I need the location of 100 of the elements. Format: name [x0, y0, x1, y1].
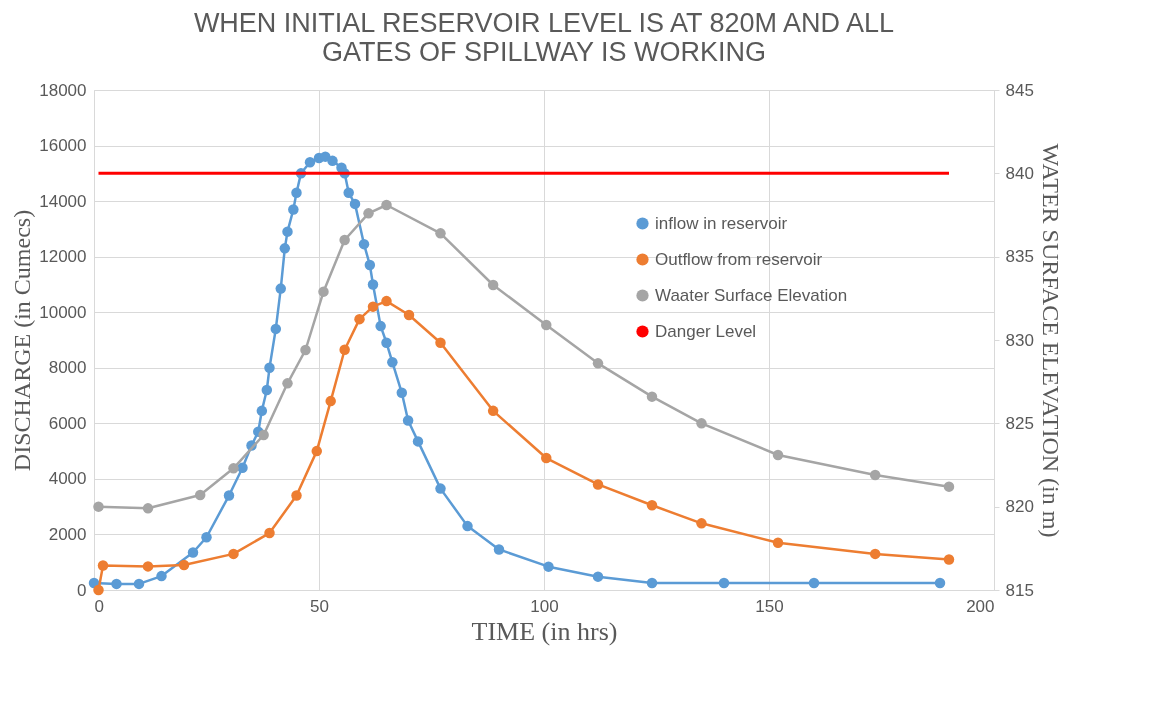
- point: [646, 391, 658, 402]
- y-tick-label: 10000: [39, 302, 87, 322]
- point: [487, 405, 499, 417]
- point: [934, 577, 946, 589]
- point: [435, 483, 446, 494]
- point: [279, 243, 291, 254]
- legend-label: Danger Level: [655, 321, 757, 341]
- y-tick-label: 14000: [39, 191, 87, 211]
- point: [541, 319, 552, 331]
- point: [435, 228, 446, 239]
- point: [869, 548, 881, 560]
- point: [264, 362, 275, 374]
- point: [339, 344, 350, 355]
- point: [381, 295, 392, 307]
- point: [142, 561, 154, 572]
- x-tick-label: 150: [755, 596, 784, 616]
- point: [258, 429, 269, 441]
- point: [228, 463, 239, 474]
- point: [367, 301, 379, 312]
- point: [435, 337, 446, 349]
- point: [93, 584, 104, 596]
- point: [142, 503, 154, 514]
- point: [156, 570, 167, 582]
- point: [97, 560, 109, 571]
- point: [264, 527, 275, 539]
- y2-tick-label: 840: [1005, 163, 1034, 183]
- x-tick-label: 0: [94, 596, 104, 616]
- y-tick-label: 12000: [39, 247, 87, 267]
- point: [363, 208, 374, 219]
- point: [133, 578, 145, 590]
- y-tick-label: 2000: [48, 524, 87, 544]
- y2-tick-label: 820: [1005, 497, 1034, 517]
- y2-tick-label: 845: [1005, 80, 1034, 100]
- point: [311, 445, 322, 457]
- point: [387, 356, 398, 368]
- y-tick-label: 0: [77, 580, 87, 600]
- y2-tick-label: 835: [1005, 247, 1034, 267]
- point: [367, 279, 379, 290]
- y2-tick-label: 815: [1005, 580, 1034, 600]
- y2-tick-label: 830: [1005, 330, 1034, 350]
- point: [358, 238, 370, 250]
- y-tick-label: 4000: [48, 469, 87, 489]
- point: [592, 479, 604, 490]
- point: [943, 554, 955, 565]
- point: [339, 234, 350, 246]
- point: [187, 547, 199, 558]
- legend-label: Waater Surface Elevation: [655, 285, 848, 305]
- legend-label: inflow in reservoir: [655, 213, 788, 233]
- x-tick-label: 200: [966, 596, 995, 616]
- point: [300, 344, 311, 356]
- point: [696, 518, 707, 529]
- y2-tick-label: 825: [1005, 413, 1034, 433]
- point: [381, 199, 392, 211]
- point: [403, 309, 415, 321]
- point: [943, 481, 955, 492]
- y-tick-label: 16000: [39, 136, 87, 156]
- point: [349, 198, 361, 210]
- y-tick-label: 8000: [48, 358, 87, 378]
- point: [318, 286, 329, 297]
- y-tick-label: 6000: [48, 413, 87, 433]
- y-axis-title: DISCHARGE (in Cumecs): [9, 209, 36, 472]
- point: [381, 337, 392, 349]
- point: [282, 378, 293, 389]
- point: [304, 156, 316, 168]
- point: [869, 469, 881, 481]
- x-tick-label: 100: [530, 596, 559, 616]
- point: [282, 226, 293, 237]
- point: [256, 405, 268, 417]
- point: [646, 577, 658, 589]
- point: [354, 313, 365, 325]
- x-axis-title: TIME (in hrs): [471, 616, 618, 646]
- point: [194, 489, 206, 501]
- x-tick-label: 50: [310, 596, 329, 616]
- point: [270, 323, 282, 335]
- point: [592, 571, 604, 582]
- point: [543, 561, 554, 572]
- point: [375, 320, 386, 332]
- point: [541, 452, 552, 464]
- point: [325, 395, 336, 407]
- point: [364, 259, 376, 271]
- point: [487, 279, 499, 291]
- point: [412, 436, 424, 447]
- point: [111, 578, 122, 590]
- point: [396, 387, 408, 399]
- point: [288, 204, 299, 215]
- point: [343, 187, 354, 199]
- y-tick-label: 18000: [39, 80, 87, 100]
- point: [696, 418, 707, 429]
- point: [462, 520, 473, 532]
- point: [237, 462, 248, 474]
- point: [327, 155, 338, 167]
- point: [93, 501, 104, 512]
- point: [772, 537, 784, 549]
- point: [223, 490, 235, 501]
- point: [402, 415, 414, 426]
- point: [275, 283, 286, 294]
- point: [772, 449, 784, 461]
- point: [592, 358, 604, 369]
- legend-label: Outflow from reservoir: [655, 249, 823, 269]
- point: [178, 559, 190, 571]
